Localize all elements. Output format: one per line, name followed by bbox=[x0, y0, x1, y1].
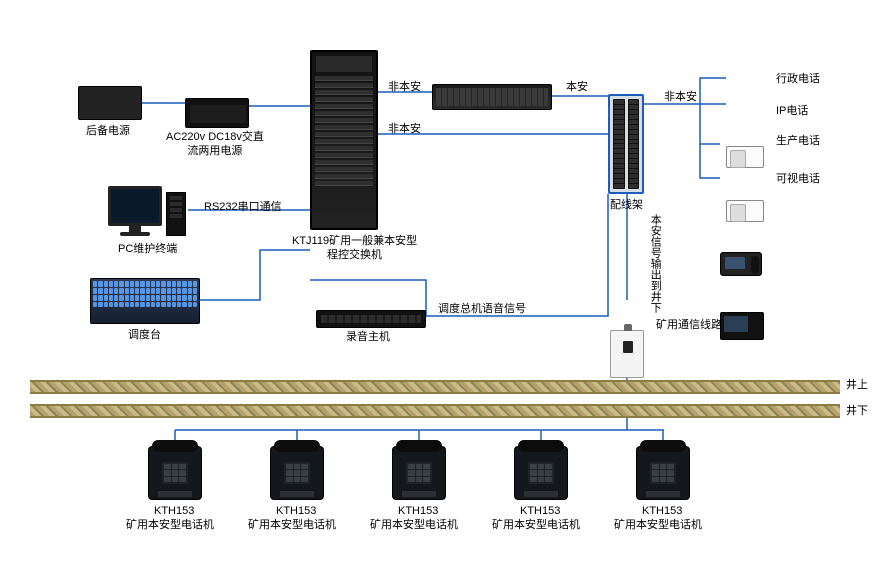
mine-phone-label-4: 矿用本安型电话机 bbox=[492, 518, 580, 532]
backup-power-label: 后备电源 bbox=[86, 124, 130, 138]
mine-phone-model-1: KTH153 bbox=[154, 504, 194, 518]
switch-rack bbox=[310, 50, 378, 230]
video-phone-label: 可视电话 bbox=[776, 172, 820, 186]
mine-phone-1 bbox=[148, 446, 202, 500]
ip-phone bbox=[726, 200, 764, 222]
admin-phone-label: 行政电话 bbox=[776, 72, 820, 86]
patch-panel-label: 配线架 bbox=[610, 198, 643, 212]
mine-phone-model-3: KTH153 bbox=[398, 504, 438, 518]
acdc-power-label: AC220v DC18v交直 流两用电源 bbox=[166, 130, 264, 159]
edge-label-fei-benan-3: 非本安 bbox=[664, 90, 697, 104]
switch-rack-label: KTJ119矿用一般兼本安型 程控交换机 bbox=[292, 234, 417, 263]
mine-phone-label-3: 矿用本安型电话机 bbox=[370, 518, 458, 532]
mine-phone-5 bbox=[636, 446, 690, 500]
label-above-ground: 井上 bbox=[846, 378, 868, 392]
mine-phone-label-2: 矿用本安型电话机 bbox=[248, 518, 336, 532]
dispatch-console-label: 调度台 bbox=[128, 328, 161, 342]
ground-upper bbox=[30, 380, 840, 394]
edge-label-fei-benan-2: 非本安 bbox=[388, 122, 421, 136]
edge-label-disp-voice: 调度总机语音信号 bbox=[438, 302, 526, 316]
video-phone bbox=[720, 312, 764, 340]
pc-terminal-label: PC维护终端 bbox=[118, 242, 177, 256]
acdc-power bbox=[185, 98, 249, 128]
mine-phone-model-5: KTH153 bbox=[642, 504, 682, 518]
mine-phone-label-5: 矿用本安型电话机 bbox=[614, 518, 702, 532]
gateway-unit bbox=[432, 84, 552, 110]
dispatch-console bbox=[90, 278, 200, 324]
mine-phone-4 bbox=[514, 446, 568, 500]
recording-host-label: 录音主机 bbox=[346, 330, 390, 344]
surge-arrestor bbox=[610, 330, 644, 378]
mine-phone-model-4: KTH153 bbox=[520, 504, 560, 518]
patch-panel bbox=[608, 94, 644, 194]
mine-phone-3 bbox=[392, 446, 446, 500]
ground-lower bbox=[30, 404, 840, 418]
production-phone-label: 生产电话 bbox=[776, 134, 820, 148]
recording-host bbox=[316, 310, 426, 328]
mine-phone-2 bbox=[270, 446, 324, 500]
edge-label-benan: 本安 bbox=[566, 80, 588, 94]
pc-terminal bbox=[108, 186, 186, 236]
ground-gap bbox=[30, 394, 840, 404]
admin-phone bbox=[726, 146, 764, 168]
production-phone bbox=[720, 252, 762, 276]
label-below-ground: 井下 bbox=[846, 404, 868, 418]
mine-phone-label-1: 矿用本安型电话机 bbox=[126, 518, 214, 532]
ip-phone-label: IP电话 bbox=[776, 104, 808, 118]
mine-phone-model-2: KTH153 bbox=[276, 504, 316, 518]
backup-power bbox=[78, 86, 142, 120]
edge-label-rs232: RS232串口通信 bbox=[204, 200, 282, 214]
edge-label-signal-down: 本安信号输出到井下 bbox=[648, 214, 662, 313]
edge-label-fei-benan-1: 非本安 bbox=[388, 80, 421, 94]
